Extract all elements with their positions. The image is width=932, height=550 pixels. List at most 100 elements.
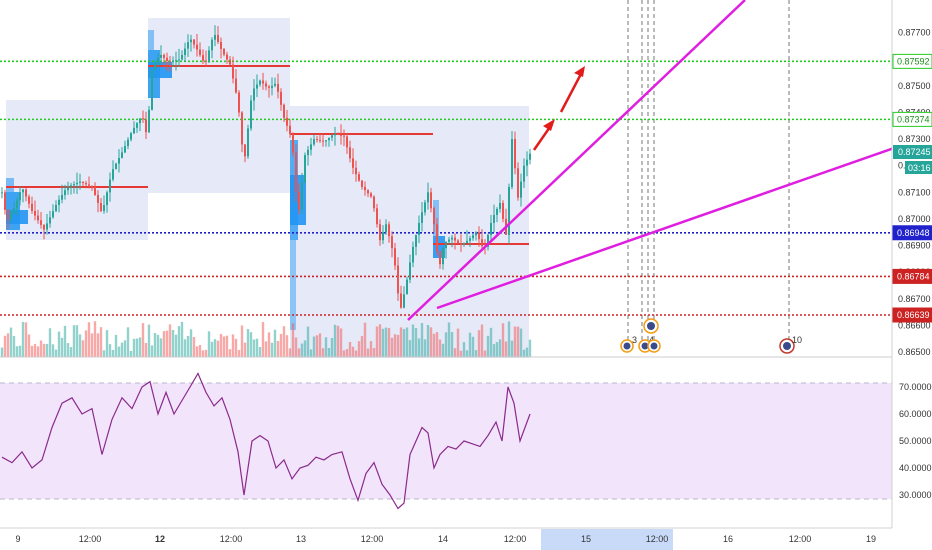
level-price-badge[interactable] [892, 307, 932, 323]
current-price-badge[interactable] [893, 145, 932, 159]
candle-body [406, 279, 408, 295]
level-price-label: 0.86784 [897, 271, 930, 281]
volume-bar [27, 334, 31, 357]
candle-body [154, 63, 156, 70]
profile-box-day-12[interactable] [148, 18, 290, 193]
candle-body [130, 133, 132, 140]
rsi-line[interactable] [1, 372, 531, 510]
event-marker-icon [650, 342, 658, 350]
candle-body [442, 248, 444, 265]
volume-bar [279, 333, 283, 357]
price-tick-label: 0.87000 [898, 214, 931, 224]
volume-bar [321, 348, 325, 357]
volume-bar [465, 350, 469, 357]
volume-bar [393, 334, 397, 357]
volume-bar [15, 346, 19, 357]
candle-body [223, 48, 225, 55]
event-marker-icon [783, 342, 791, 350]
candle-body [376, 208, 378, 225]
candle-body [115, 163, 117, 170]
volume-bar [231, 334, 235, 357]
candle-body [265, 83, 267, 87]
volume-bar [45, 343, 49, 357]
price-tick-label: 0.87500 [898, 81, 931, 91]
candle-body [211, 39, 213, 51]
volume-bar [186, 335, 190, 357]
candle-body [244, 144, 246, 157]
candle-body [73, 184, 75, 186]
volume-bar [288, 348, 292, 357]
arrow-line[interactable] [559, 71, 584, 113]
candle-body [520, 181, 522, 198]
candle-body [475, 232, 477, 236]
candle-body [349, 147, 351, 159]
volume-bar [384, 327, 388, 357]
rsi-tick-label: 60.0000 [899, 409, 932, 419]
candle-body [70, 185, 72, 187]
candle-body [88, 184, 90, 186]
level-price-badge[interactable] [892, 225, 932, 241]
candle-body [46, 223, 48, 230]
candle-body [181, 54, 183, 60]
candle-body [28, 196, 30, 204]
volume-bar [174, 334, 178, 357]
candle-body [403, 294, 405, 308]
candle-body [457, 240, 459, 244]
candle-body [415, 234, 417, 247]
trendline-shallow[interactable] [436, 146, 895, 310]
volume-bar [246, 329, 250, 357]
candle-body [277, 83, 279, 92]
volume-bar [357, 341, 361, 357]
volume-bar [399, 327, 403, 357]
volume-bar [327, 348, 331, 357]
level-price-label: 0.87592 [897, 56, 930, 66]
candle-body [361, 180, 363, 187]
candle-body [355, 167, 357, 175]
candle-body [262, 80, 264, 84]
profile-box-day-9[interactable] [6, 100, 148, 240]
candle-body [451, 237, 453, 240]
time-axis[interactable] [0, 528, 932, 550]
time-tick-label: 15 [581, 534, 591, 544]
volume-bar [222, 336, 226, 357]
candle-body [19, 192, 21, 201]
candle-body [529, 153, 531, 160]
candle-body [91, 185, 93, 187]
level-price-badge[interactable] [892, 53, 932, 69]
volume-bar [249, 332, 253, 357]
volume-bar [102, 350, 106, 357]
candle-body [100, 202, 102, 211]
candle-body [142, 118, 144, 120]
candle-body [517, 168, 519, 198]
time-range-highlight[interactable] [541, 529, 673, 550]
candle-body [31, 203, 33, 211]
candle-body [379, 224, 381, 241]
candle-body [37, 215, 39, 221]
time-tick-label: 14 [438, 534, 448, 544]
trendline-steep[interactable] [407, 0, 746, 321]
candle-body [508, 186, 510, 235]
candle-body [79, 181, 81, 183]
volume-bar [411, 324, 415, 357]
event-marker-icon [623, 342, 631, 350]
volume-bar [60, 337, 64, 357]
level-price-badge[interactable] [892, 268, 932, 284]
price-axis[interactable] [892, 0, 932, 528]
volume-bar [297, 348, 301, 357]
candle-body [232, 64, 234, 79]
candle-body [103, 205, 105, 211]
level-price-badge[interactable] [892, 111, 932, 127]
volume-bar [453, 348, 457, 357]
volume-bar [372, 347, 376, 357]
volume-bar [270, 342, 274, 357]
candle-body [448, 239, 450, 242]
candle-body [280, 91, 282, 105]
event-count-label: 10 [792, 335, 802, 345]
volume-bar [390, 337, 394, 357]
candle-body [214, 34, 216, 40]
volume-bar [168, 324, 172, 357]
candle-body [16, 200, 18, 209]
volume-bar [165, 330, 169, 357]
volume-bar [216, 340, 220, 357]
